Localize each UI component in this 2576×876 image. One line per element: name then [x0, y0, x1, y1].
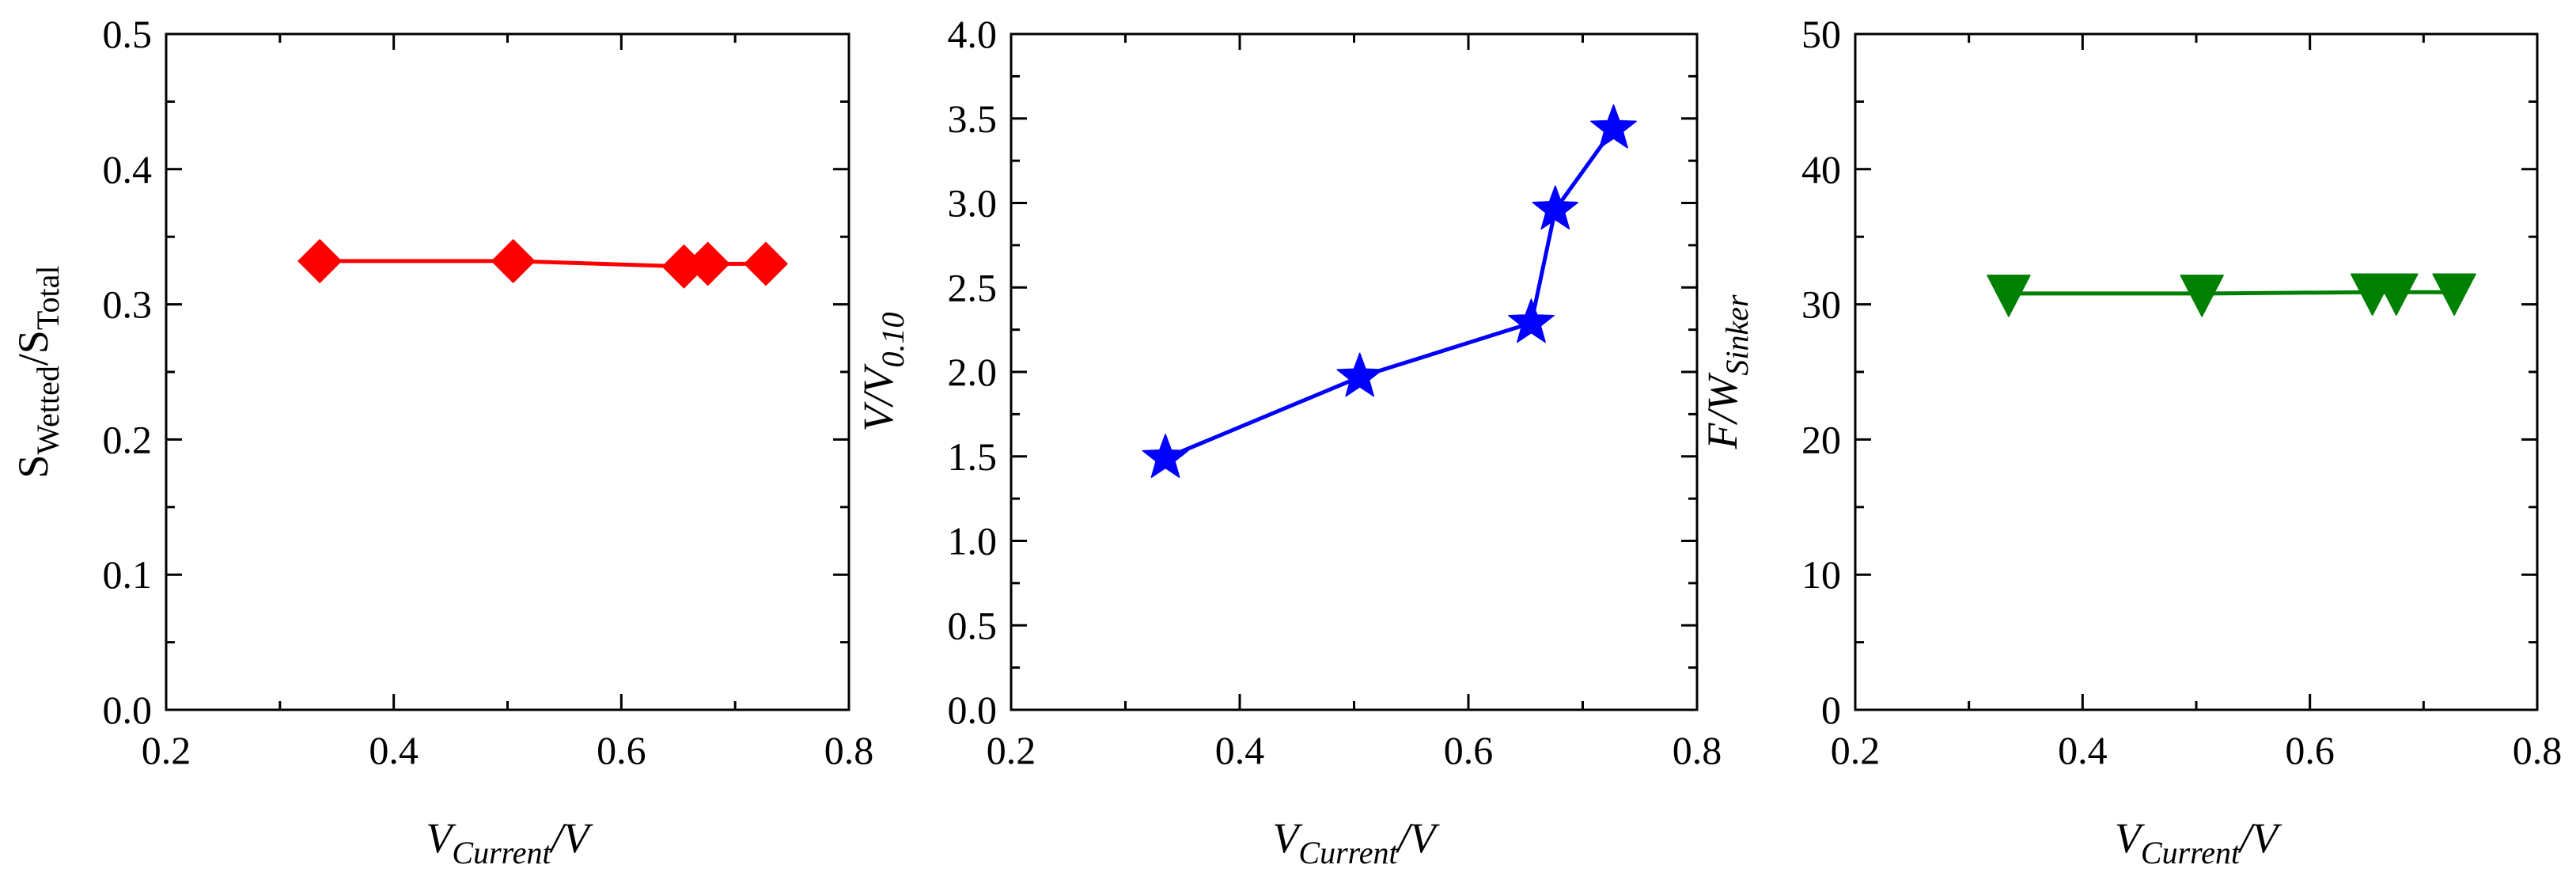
- y-tick-label: 0.5: [948, 603, 998, 647]
- data-point-diamond: [491, 239, 536, 283]
- plot-frame: [1854, 32, 2539, 711]
- y-tick-label: 0: [1821, 688, 1841, 732]
- x-tick-label: 0.4: [369, 728, 419, 772]
- y-tick-label: 2.0: [948, 350, 998, 394]
- x-tick-label: 0.6: [2285, 728, 2335, 772]
- data-point-diamond: [744, 241, 788, 286]
- x-tick-label: 0.2: [142, 728, 191, 772]
- y-tick-label: 40: [1801, 147, 1841, 192]
- y-tick-label: 0.2: [103, 417, 153, 461]
- data-point-triangle-down: [2180, 275, 2224, 317]
- y-tick-label: 0.5: [103, 12, 153, 56]
- chart-panel-2: 0.2 0.4 0.6 0.8 0.0 0.5 1.0 1.5 2.0 2.5 3.0 3.5 4.0 V…: [854, 12, 1722, 870]
- y-tick-label: 10: [1801, 552, 1841, 597]
- data-point-star: [1590, 104, 1637, 149]
- data-point-diamond: [685, 241, 730, 286]
- data-point-triangle-down: [2374, 273, 2419, 316]
- data-point-star: [1532, 185, 1579, 230]
- data-point-star: [1336, 352, 1384, 397]
- x-tick-label: 0.8: [1673, 728, 1722, 772]
- data-point-triangle-down: [2432, 273, 2476, 316]
- y-tick-label: 0.4: [103, 147, 153, 192]
- x-tick-label: 0.4: [2058, 728, 2108, 772]
- plot-frame: [165, 32, 850, 711]
- x-tick-label: 0.6: [1444, 728, 1494, 772]
- x-tick-label: 0.8: [824, 728, 874, 772]
- y-tick-label: 0.3: [103, 283, 153, 327]
- data-point-star: [1508, 298, 1555, 343]
- y-tick-label: 4.0: [948, 12, 998, 56]
- data-point-star: [1142, 434, 1189, 478]
- y-tick-label: 3.0: [948, 181, 998, 226]
- y-tick-label: 30: [1801, 283, 1841, 327]
- y-tick-label: 2.5: [948, 265, 998, 309]
- chart-panel-3: 0.2 0.4 0.6 0.8 0 10 20 30 40 50 VCurrent/V F/WSink…: [1699, 12, 2562, 870]
- x-tick-label: 0.4: [1215, 728, 1265, 772]
- x-tick-label: 0.6: [597, 728, 646, 772]
- y-tick-label: 0.0: [948, 688, 998, 732]
- y-tick-label: 1.5: [948, 434, 998, 479]
- x-tick-label: 0.2: [1831, 728, 1881, 772]
- y-tick-label: 50: [1801, 12, 1841, 56]
- x-tick-label: 0.2: [987, 728, 1036, 772]
- chart-panel-1: 0.2 0.4 0.6 0.8 0.0 0.1 0.2 0.3 0.4 0.5 VCurrent/V…: [9, 12, 873, 870]
- y-tick-label: 20: [1801, 417, 1841, 461]
- x-axis-label: VCurrent/V: [2115, 814, 2282, 870]
- x-axis-label: VCurrent/V: [1272, 814, 1440, 870]
- data-point-triangle-down: [1987, 275, 2031, 317]
- x-tick-label: 0.8: [2513, 728, 2563, 772]
- data-point-diamond: [297, 239, 342, 283]
- y-tick-label: 0.1: [103, 552, 153, 597]
- y-tick-label: 3.5: [948, 97, 998, 141]
- series-line: [1165, 127, 1616, 461]
- y-axis-label: V/V0.10: [854, 313, 911, 432]
- x-axis-label: VCurrent/V: [426, 814, 593, 870]
- y-axis-label: F/WSinker: [1699, 294, 1755, 450]
- y-axis-label: SWetted/STotal: [9, 265, 66, 478]
- y-tick-label: 0.0: [103, 688, 153, 732]
- y-tick-label: 1.0: [948, 519, 998, 563]
